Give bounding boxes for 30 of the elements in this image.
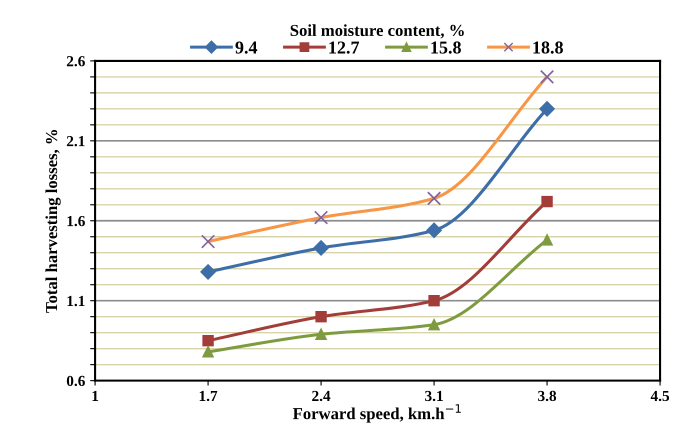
y-tick-label: 2.6 (66, 56, 85, 66)
point (315, 328, 327, 340)
point (202, 346, 214, 358)
legend-label: 12.7 (329, 41, 360, 54)
y-tick-label: 1.6 (67, 216, 85, 226)
x-axis-title: Forward speed, km.h$^{−1}$ (292, 404, 461, 423)
legend-label: 9.4 (235, 41, 258, 54)
x-tick-label: 3.1 (425, 390, 443, 402)
legend-label: 15.8 (431, 41, 461, 54)
x-tick-label: 4.5 (650, 390, 670, 402)
point (202, 334, 214, 346)
y-tick-label: 0.6 (66, 376, 85, 386)
point (315, 310, 327, 322)
x-tick-label: 3.8 (538, 390, 556, 402)
point (313, 240, 329, 256)
point (428, 318, 440, 330)
point (200, 264, 216, 280)
point (426, 222, 442, 238)
x-tick-label: 1.7 (200, 390, 218, 402)
y-tick-label: 2.1 (66, 136, 85, 146)
point (428, 294, 440, 306)
point (539, 101, 555, 117)
y-axis-title: Total harvesting losses, % (45, 130, 61, 313)
point (541, 196, 553, 208)
legend-label: 18.8 (533, 41, 563, 54)
x-tick-label: 2.4 (312, 390, 330, 402)
y-tick-label: 1.1 (67, 296, 85, 306)
legend-title: Soil moisture content, % (290, 24, 464, 38)
x-tick-label: 1 (92, 390, 98, 401)
point (541, 234, 553, 246)
